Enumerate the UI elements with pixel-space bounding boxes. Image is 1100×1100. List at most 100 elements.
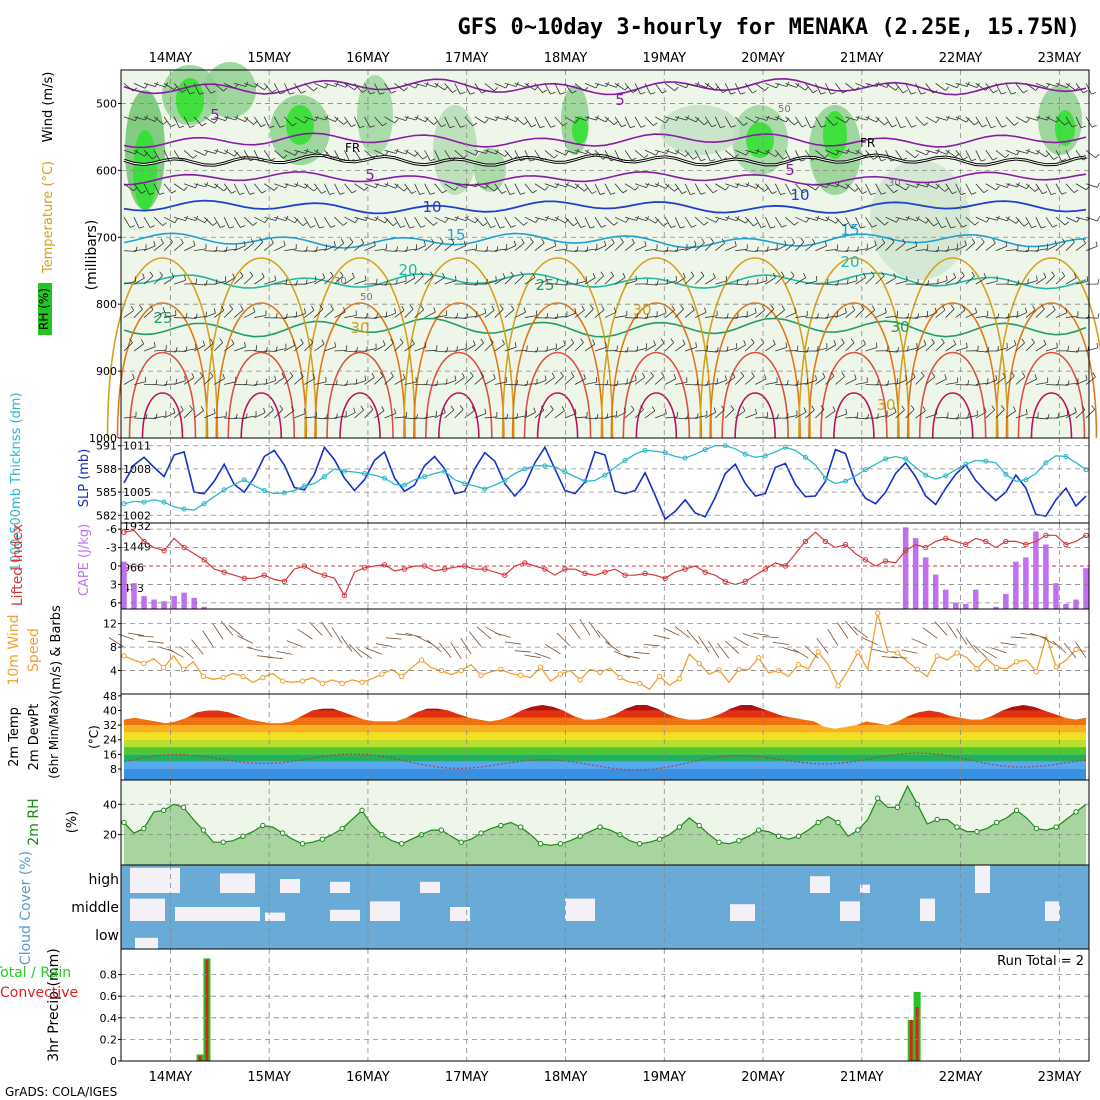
wind-barb-flag (734, 154, 739, 159)
wind-barb-flag (613, 221, 618, 226)
wind-barb (514, 242, 525, 251)
wind-barb-flag (950, 304, 955, 310)
rh-point (458, 839, 464, 845)
thickness-tick-585: 585 (96, 486, 117, 499)
warm-contour (1030, 392, 1073, 439)
wind-barb (965, 216, 976, 226)
wind-barb-flag (394, 118, 399, 124)
thickness-tick-582: 582 (96, 509, 117, 522)
wind-barb (193, 116, 203, 127)
wind-barb (845, 149, 857, 155)
cloud-gap (130, 898, 165, 921)
wind-barb-flag (159, 158, 165, 162)
legend-total-rain: Total / Rain (0, 965, 71, 981)
wind-barb-flag (353, 407, 356, 413)
wind-barb (584, 83, 597, 89)
wind-barb (865, 275, 875, 285)
temp-band (121, 694, 1089, 703)
wind-barb-flag (199, 371, 204, 377)
date-label-bottom-22MAY: 22MAY (939, 1070, 983, 1085)
wind-barb (344, 183, 353, 194)
cape-bar (902, 527, 909, 609)
wind-barb-flag (394, 308, 397, 314)
wind-barb-flag (390, 372, 394, 377)
wind-barb (364, 377, 375, 385)
wind-barb (574, 280, 587, 285)
wind-barb (885, 183, 894, 194)
wind-barb-flag (751, 372, 755, 377)
wind-barb (805, 242, 816, 251)
wind-barb (865, 82, 878, 87)
wind-barb-flag (592, 339, 596, 345)
wind-barb-flag (264, 218, 269, 223)
wind-barb (664, 149, 677, 155)
wind-barb (574, 183, 585, 192)
surface-wind-barb (212, 623, 224, 640)
cloud-gap (860, 884, 870, 893)
wind-barb (153, 216, 163, 226)
wind-barb-flag (881, 238, 886, 244)
wind-barb-flag (149, 305, 154, 310)
wind-barb (855, 217, 861, 229)
wind-barb (905, 409, 915, 419)
wind-barb (554, 283, 567, 286)
wind-barb-flag (712, 272, 716, 278)
wind-barb (234, 82, 246, 87)
wind-barb (765, 149, 776, 157)
cape-axis-label: CAPE (J/kg) (77, 524, 92, 596)
surface-wind-barb (733, 636, 750, 647)
wind-barb (925, 116, 937, 124)
wind-barb-flag (780, 271, 785, 277)
surface-wind-barb (534, 652, 551, 659)
wind-barb (995, 245, 1008, 252)
wind-barb-flag (460, 91, 466, 95)
temp-tick-32: 32 (103, 719, 117, 732)
wind-barb-flag (606, 379, 609, 385)
wind-barb-flag (585, 115, 589, 121)
wind-barb (875, 83, 887, 88)
wind-barb (644, 344, 656, 352)
wind-barb-flag (721, 157, 727, 161)
wind-barb (815, 317, 828, 319)
wind-barb-flag (1083, 90, 1088, 94)
surface-wind-barb (956, 628, 968, 646)
wind-barb (1075, 183, 1087, 191)
wind-barb (364, 245, 376, 252)
wind-barb (965, 83, 978, 88)
wind-barb (825, 375, 835, 385)
wind-barb (614, 83, 626, 91)
lifted-index-point (1003, 538, 1009, 545)
wind-barb (314, 277, 325, 285)
surface-wind-barb (588, 621, 601, 638)
wind-barb-flag (154, 117, 159, 122)
wind-barb (935, 217, 942, 228)
wind-barb (1015, 342, 1025, 352)
wind-barb (504, 183, 511, 195)
thickness-line (123, 445, 1087, 511)
wind-barb (705, 315, 718, 318)
wind-barb (715, 183, 726, 191)
wind-barb (815, 245, 827, 252)
surface-wind-barb (375, 643, 392, 647)
wind-barb-flag (420, 225, 426, 228)
wind-barb (133, 381, 146, 385)
wind-barb (284, 183, 297, 188)
surface-wind-barb (782, 646, 799, 653)
wind-barb (314, 83, 326, 89)
wind-barb-flag (974, 121, 979, 126)
wind-barb (945, 308, 955, 318)
wind-barb (444, 409, 455, 419)
wind-barb-flag (425, 117, 429, 122)
wind-barb (304, 310, 315, 318)
wind-barb-flag (681, 191, 687, 194)
wind-barb (314, 116, 327, 121)
thickness-point (201, 501, 207, 507)
wind-barb-flag (660, 338, 665, 344)
wind-barb (835, 413, 847, 419)
wind-barb (213, 342, 224, 352)
wind-barb-flag (375, 183, 379, 188)
wind-barb (855, 381, 868, 385)
wind-barb (494, 149, 506, 157)
wind-barb (394, 183, 405, 192)
wind-barb (645, 248, 658, 252)
